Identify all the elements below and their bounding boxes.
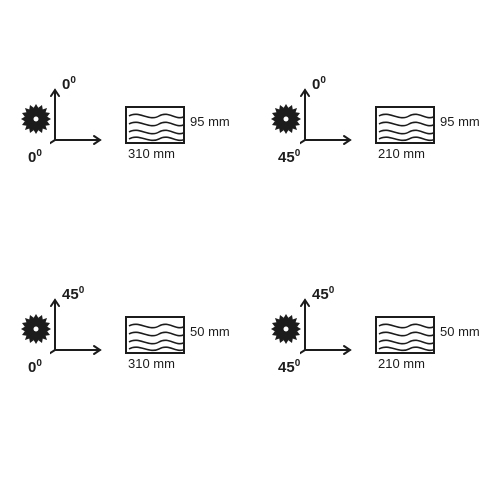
cut-height-label: 50 mm (440, 324, 480, 339)
sawblade-icon (20, 313, 52, 345)
horizontal-angle-label: 00 (28, 148, 42, 166)
sawblade-icon (270, 313, 302, 345)
spec-cell: 450 00 50 mm 310 mm (10, 250, 240, 420)
cut-width-label: 210 mm (378, 146, 425, 161)
vertical-angle-label: 450 (62, 285, 84, 303)
horizontal-angle-label: 450 (278, 358, 300, 376)
horizontal-angle-label: 00 (28, 358, 42, 376)
angle-indicator: 00 450 (260, 75, 360, 175)
horizontal-angle-label: 450 (278, 148, 300, 166)
vertical-angle-label: 00 (312, 75, 326, 93)
axes-icon (300, 85, 360, 165)
sawblade-icon (270, 103, 302, 135)
spec-cell: 450 450 50 mm 210 mm (260, 250, 490, 420)
workpiece-icon (375, 316, 435, 354)
sawblade-icon (20, 103, 52, 135)
cut-width-label: 310 mm (128, 146, 175, 161)
workpiece-icon (125, 106, 185, 144)
spec-cell: 00 450 95 mm 210 mm (260, 40, 490, 210)
cut-height-label: 50 mm (190, 324, 230, 339)
workpiece-icon (375, 106, 435, 144)
vertical-angle-label: 450 (312, 285, 334, 303)
cut-height-label: 95 mm (440, 114, 480, 129)
axes-icon (50, 85, 110, 165)
angle-indicator: 00 00 (10, 75, 110, 175)
cut-height-label: 95 mm (190, 114, 230, 129)
dimension-indicator: 95 mm 310 mm (125, 106, 185, 144)
dimension-indicator: 50 mm 210 mm (375, 316, 435, 354)
spec-cell: 00 00 95 mm 310 mm (10, 40, 240, 210)
cut-width-label: 310 mm (128, 356, 175, 371)
dimension-indicator: 95 mm 210 mm (375, 106, 435, 144)
angle-indicator: 450 00 (10, 285, 110, 385)
workpiece-icon (125, 316, 185, 354)
axes-icon (300, 295, 360, 375)
cutting-capacity-diagram: 00 00 95 mm 310 mm 00 450 95 mm 210 mm 4… (0, 0, 500, 500)
angle-indicator: 450 450 (260, 285, 360, 385)
vertical-angle-label: 00 (62, 75, 76, 93)
cut-width-label: 210 mm (378, 356, 425, 371)
dimension-indicator: 50 mm 310 mm (125, 316, 185, 354)
axes-icon (50, 295, 110, 375)
